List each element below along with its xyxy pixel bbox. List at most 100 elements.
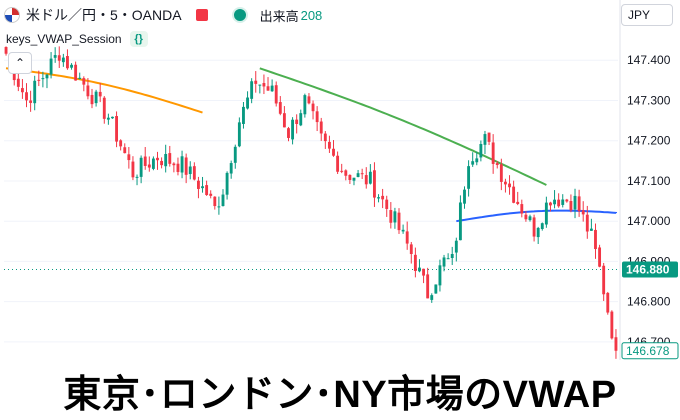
candle-body [139, 157, 143, 177]
candle-body [201, 186, 204, 189]
symbol-title[interactable]: 米ドル／円・5・OANDA [26, 7, 182, 23]
candle-body [487, 132, 491, 142]
candle-body [57, 55, 61, 61]
candle-body [16, 78, 20, 87]
candle-body [45, 74, 49, 79]
candle-body [491, 142, 495, 164]
candle-body [549, 202, 552, 206]
candle-body [291, 119, 295, 140]
candle-body [381, 195, 385, 200]
candle-body [127, 154, 131, 161]
candle-body [565, 199, 569, 202]
candle-body [98, 91, 102, 97]
candle-body [389, 210, 393, 223]
indicator-legend[interactable]: keys_VWAP_Session {} [6, 30, 148, 48]
candle-body [303, 95, 307, 115]
candle-body [192, 166, 196, 180]
candle-body [385, 199, 389, 209]
candle-body [20, 88, 24, 93]
candle-body [540, 223, 544, 229]
candle-body [172, 163, 176, 166]
candle-body [246, 97, 249, 109]
candle-body [319, 121, 323, 134]
candle-body [499, 164, 503, 182]
chart-grid [4, 59, 618, 343]
vwap-line [259, 67, 547, 186]
candle-body [131, 161, 135, 178]
symbol-header: 米ドル／円・5・OANDA 出来高 208 [4, 4, 322, 26]
candle-body [438, 265, 442, 286]
collapse-legend-button[interactable]: ⌃ [8, 52, 32, 74]
candle-body [401, 229, 405, 232]
candle-body [323, 133, 327, 142]
candle-body [344, 170, 348, 176]
vwap-lines [5, 67, 617, 223]
currency-selector[interactable]: JPY [621, 4, 673, 26]
candle-body [94, 91, 98, 104]
candle-body [78, 77, 82, 80]
candle-body [254, 80, 258, 84]
y-tick-label: 147.000 [627, 214, 671, 228]
candle-body [332, 148, 335, 156]
candle-body [217, 206, 221, 208]
candle-body [197, 180, 200, 189]
candle-body [295, 119, 299, 124]
volume-value: 208 [300, 7, 323, 23]
candle-body [237, 122, 241, 147]
candle-body [4, 47, 8, 54]
candle-body [594, 229, 597, 250]
candle-body [188, 166, 192, 175]
candle-body [450, 254, 454, 259]
candle-body [418, 267, 421, 272]
candle-body [598, 247, 602, 267]
candle-body [53, 55, 57, 58]
candle-body [536, 227, 540, 238]
candle-body [270, 85, 274, 92]
candle-body [143, 156, 147, 166]
candle-body [299, 113, 303, 126]
candle-body [348, 174, 352, 180]
candle-body [577, 196, 581, 212]
candle-body [479, 143, 483, 158]
candle-body [229, 163, 233, 174]
candle-body [106, 117, 110, 120]
candle-body [467, 166, 471, 189]
candle-body [409, 244, 413, 255]
volume-label: 出来高 [259, 8, 299, 24]
candle-body [156, 157, 159, 161]
indicator-name[interactable]: keys_VWAP_Session [6, 32, 122, 46]
candle-body [413, 254, 417, 271]
indicator-source-icon[interactable]: {} [129, 31, 148, 47]
candle-body [135, 176, 139, 178]
candle-body [70, 64, 73, 68]
candle-body [274, 85, 278, 104]
candle-body [581, 210, 585, 215]
candle-body [86, 85, 90, 97]
y-tick-label: 147.400 [627, 53, 671, 67]
candle-body [176, 163, 180, 172]
candle-body [368, 171, 372, 184]
hline-price-label: 146.880 [626, 262, 670, 276]
candle-body [66, 56, 69, 69]
candle-body [360, 173, 364, 175]
candle-body [168, 153, 172, 164]
candle-body [250, 81, 254, 99]
live-status-icon [231, 7, 248, 23]
candle-body [446, 258, 450, 260]
y-tick-label: 146.800 [627, 295, 671, 309]
candle-body [405, 231, 409, 244]
candle-body [397, 212, 401, 231]
candle-body [209, 193, 213, 196]
candle-body [471, 161, 475, 165]
y-tick-label: 147.300 [627, 93, 671, 107]
candle-body [614, 337, 618, 351]
candle-body [115, 116, 118, 142]
candle-body [33, 80, 37, 104]
candle-body [258, 84, 262, 86]
y-tick-label: 147.100 [627, 174, 671, 188]
candle-body [102, 97, 106, 119]
candle-body [373, 170, 376, 198]
candle-body [340, 170, 344, 172]
candle-body [147, 164, 151, 168]
